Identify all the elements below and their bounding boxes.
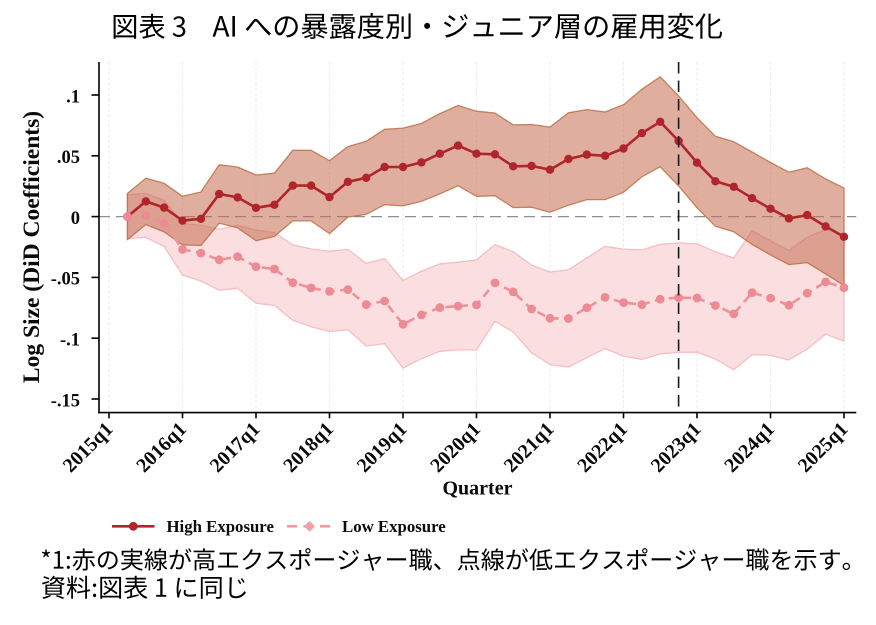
svg-text:High Exposure: High Exposure	[167, 517, 275, 536]
svg-text:.1: .1	[66, 87, 80, 107]
svg-text:-.05: -.05	[51, 270, 80, 290]
svg-text:-.15: -.15	[51, 391, 80, 411]
svg-text:Quarter: Quarter	[443, 478, 513, 500]
svg-text:.05: .05	[57, 148, 80, 168]
svg-text:-.1: -.1	[60, 331, 80, 351]
svg-text:0: 0	[71, 209, 80, 229]
svg-text:Low Exposure: Low Exposure	[342, 517, 446, 536]
svg-text:Log Size (DiD Coefficients): Log Size (DiD Coefficients)	[19, 111, 45, 383]
